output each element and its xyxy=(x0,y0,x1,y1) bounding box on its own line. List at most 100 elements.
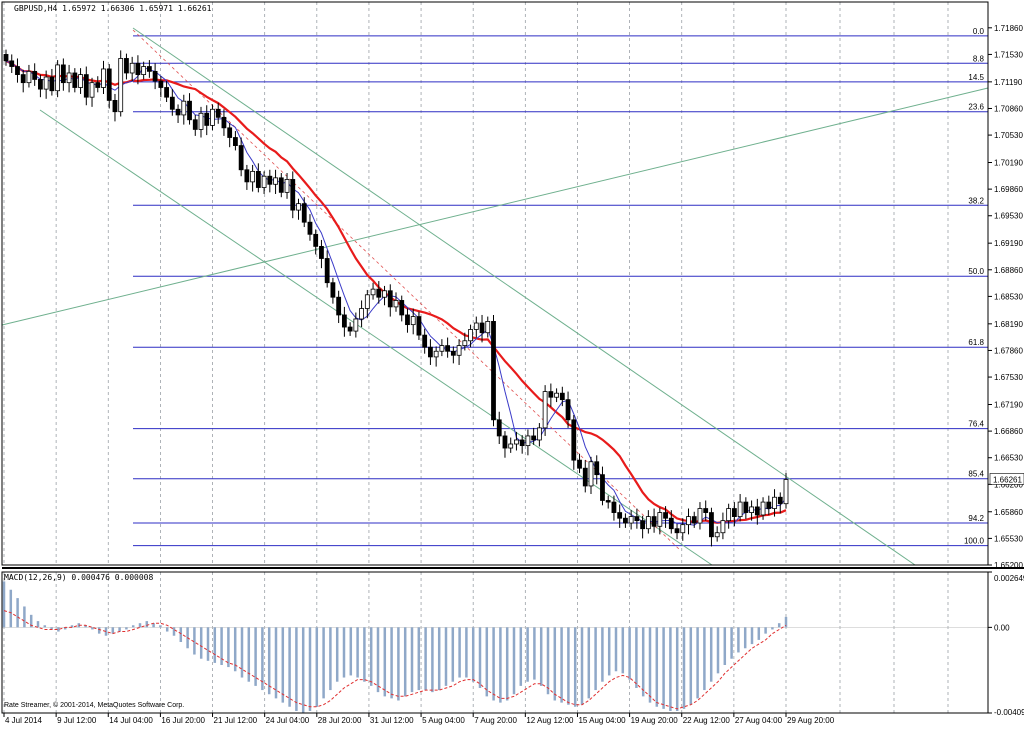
candle[interactable] xyxy=(129,62,135,74)
candle[interactable] xyxy=(393,300,399,308)
candle[interactable] xyxy=(169,96,175,110)
candle[interactable] xyxy=(359,308,364,320)
candle[interactable] xyxy=(709,512,714,538)
candle[interactable] xyxy=(215,108,221,118)
candle[interactable] xyxy=(89,82,95,98)
candle[interactable] xyxy=(645,516,651,530)
regression-channel[interactable] xyxy=(1,27,989,566)
candle[interactable] xyxy=(198,112,204,130)
candle[interactable] xyxy=(330,282,336,298)
candle[interactable] xyxy=(405,314,410,326)
candle[interactable] xyxy=(565,399,571,421)
candle[interactable] xyxy=(141,66,147,75)
candle[interactable] xyxy=(38,79,43,90)
candle[interactable] xyxy=(261,175,267,188)
candle[interactable] xyxy=(749,506,754,513)
candle[interactable] xyxy=(686,516,691,526)
candle[interactable] xyxy=(479,322,485,334)
candle[interactable] xyxy=(422,334,428,348)
candle[interactable] xyxy=(158,80,164,88)
candle[interactable] xyxy=(582,467,588,487)
candle[interactable] xyxy=(78,74,83,88)
candle[interactable] xyxy=(668,517,674,530)
candle[interactable] xyxy=(227,127,233,138)
candle[interactable] xyxy=(445,345,451,352)
candle[interactable] xyxy=(450,350,456,356)
candle[interactable] xyxy=(663,512,668,519)
candle[interactable] xyxy=(233,137,238,146)
candle[interactable] xyxy=(164,87,169,98)
candle[interactable] xyxy=(273,177,278,185)
candle[interactable] xyxy=(714,532,720,538)
candle[interactable] xyxy=(364,294,370,309)
candle[interactable] xyxy=(628,516,634,524)
candle[interactable] xyxy=(433,350,439,358)
candle[interactable] xyxy=(55,64,61,92)
candle[interactable] xyxy=(577,459,582,469)
candle[interactable] xyxy=(726,508,732,522)
candle[interactable] xyxy=(525,435,531,447)
candle[interactable] xyxy=(439,345,445,352)
candle[interactable] xyxy=(772,496,777,509)
channel-line[interactable] xyxy=(39,109,713,566)
candle[interactable] xyxy=(112,100,118,113)
candle[interactable] xyxy=(531,435,537,441)
candle[interactable] xyxy=(250,170,256,183)
candle[interactable] xyxy=(703,508,709,513)
candle[interactable] xyxy=(617,512,623,519)
candle[interactable] xyxy=(468,329,473,342)
candle[interactable] xyxy=(536,427,542,441)
candle[interactable] xyxy=(210,108,215,126)
candle[interactable] xyxy=(49,76,55,92)
candle[interactable] xyxy=(559,392,565,401)
candle[interactable] xyxy=(731,508,737,518)
candle[interactable] xyxy=(605,500,611,503)
candle[interactable] xyxy=(238,145,244,171)
candle[interactable] xyxy=(399,300,405,316)
candle[interactable] xyxy=(187,100,192,121)
candle[interactable] xyxy=(20,74,26,84)
candle[interactable] xyxy=(456,345,462,356)
candle[interactable] xyxy=(657,512,663,527)
candle[interactable] xyxy=(387,290,393,308)
candle[interactable] xyxy=(101,68,106,88)
candle[interactable] xyxy=(267,175,273,185)
candle[interactable] xyxy=(106,68,112,101)
candle[interactable] xyxy=(519,439,525,447)
candle[interactable] xyxy=(284,179,290,193)
candle[interactable] xyxy=(554,392,559,398)
candle[interactable] xyxy=(336,296,342,316)
candle[interactable] xyxy=(72,72,78,88)
candle[interactable] xyxy=(680,524,686,534)
candle[interactable] xyxy=(754,506,760,516)
candle[interactable] xyxy=(32,70,38,80)
fibonacci-levels[interactable]: 0.0 8.8 14.5 23.6 38.2 50.0 61.8 76.4 85.4 94.2 10… xyxy=(133,27,988,547)
candle[interactable] xyxy=(353,318,359,332)
candle[interactable] xyxy=(290,179,296,211)
candle[interactable] xyxy=(600,474,605,501)
candle[interactable] xyxy=(766,501,772,509)
candle[interactable] xyxy=(313,233,319,247)
candle[interactable] xyxy=(410,316,416,326)
candle[interactable] xyxy=(135,62,141,75)
channel-line[interactable] xyxy=(132,27,916,566)
candle[interactable] xyxy=(43,76,49,90)
candle[interactable] xyxy=(95,82,101,88)
candle[interactable] xyxy=(737,501,743,518)
candle[interactable] xyxy=(255,170,261,188)
candle[interactable] xyxy=(640,520,646,530)
candle[interactable] xyxy=(743,501,749,513)
candle[interactable] xyxy=(428,346,433,358)
candle[interactable] xyxy=(548,391,554,398)
candle[interactable] xyxy=(571,419,577,461)
candle[interactable] xyxy=(720,520,726,534)
candle[interactable] xyxy=(416,316,422,336)
candle[interactable] xyxy=(301,203,307,223)
candle[interactable] xyxy=(221,116,227,129)
candle[interactable] xyxy=(542,391,548,429)
candle[interactable] xyxy=(485,321,491,334)
candle[interactable] xyxy=(634,516,640,522)
candle[interactable] xyxy=(181,100,187,116)
